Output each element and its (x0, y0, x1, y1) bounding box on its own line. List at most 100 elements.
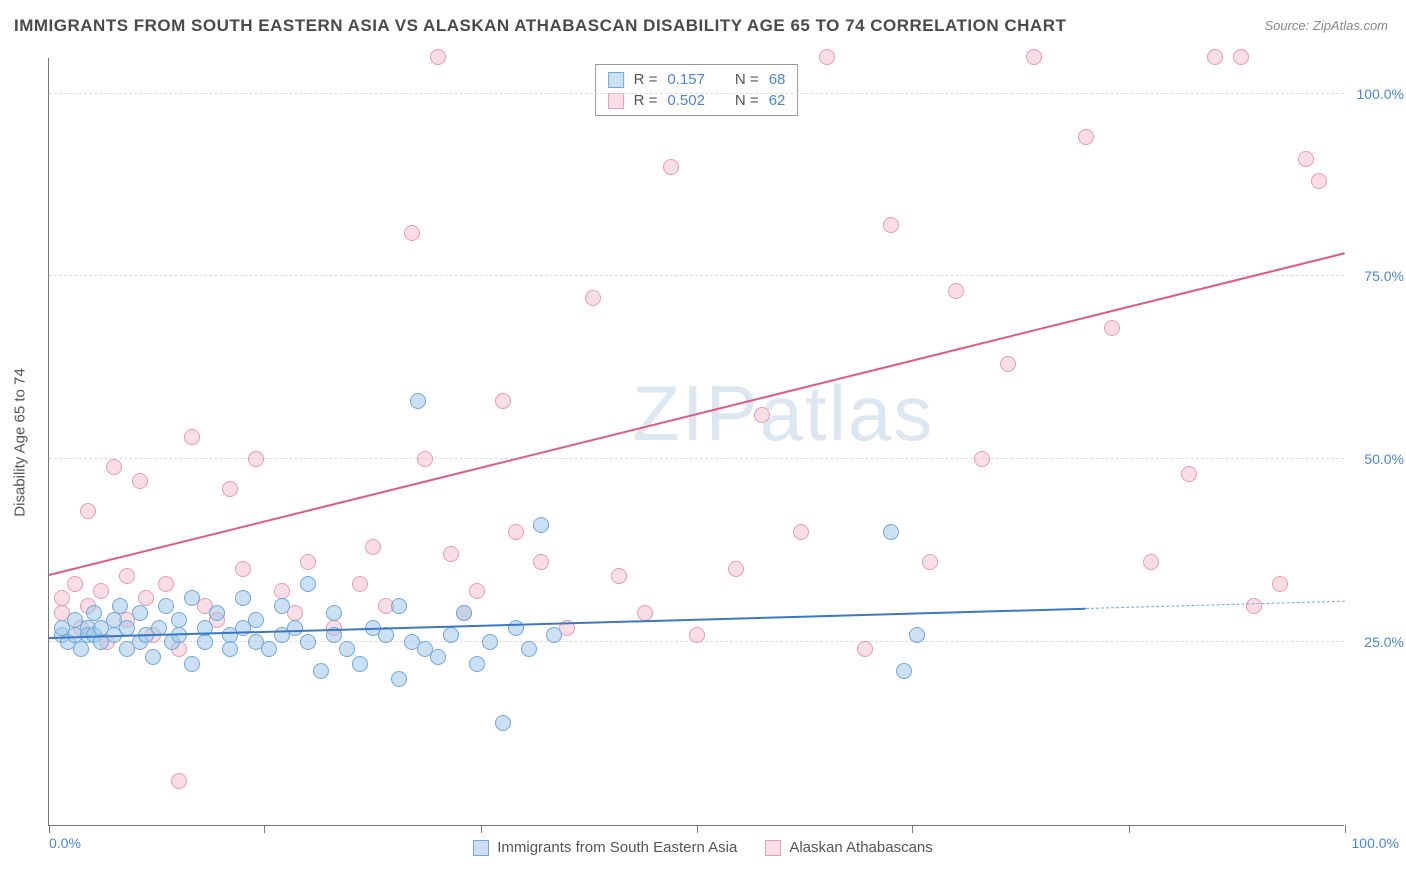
watermark: ZIPatlas (632, 368, 934, 459)
r-label: R = (634, 71, 658, 88)
scatter-point-series-b (274, 583, 290, 599)
scatter-point-series-b (248, 451, 264, 467)
scatter-point-series-b (611, 568, 627, 584)
scatter-point-series-b (857, 641, 873, 657)
scatter-point-series-a (300, 634, 316, 650)
scatter-point-series-b (106, 459, 122, 475)
scatter-point-series-a (132, 605, 148, 621)
scatter-point-series-b (119, 568, 135, 584)
scatter-point-series-b (689, 627, 705, 643)
scatter-point-series-b (585, 290, 601, 306)
scatter-point-series-b (80, 503, 96, 519)
scatter-point-series-b (1078, 129, 1094, 145)
scatter-point-series-a (261, 641, 277, 657)
scatter-point-series-a (469, 656, 485, 672)
scatter-point-series-a (287, 620, 303, 636)
scatter-point-series-a (456, 605, 472, 621)
scatter-point-series-a (313, 663, 329, 679)
scatter-point-series-b (138, 590, 154, 606)
scatter-point-series-b (883, 217, 899, 233)
y-tick-label: 50.0% (1364, 451, 1404, 467)
x-tick (264, 825, 265, 833)
y-tick-label: 75.0% (1364, 268, 1404, 284)
scatter-point-series-a (896, 663, 912, 679)
scatter-point-series-a (184, 656, 200, 672)
scatter-point-series-b (469, 583, 485, 599)
scatter-point-series-b (67, 576, 83, 592)
x-tick (697, 825, 698, 833)
scatter-point-series-b (430, 49, 446, 65)
r-value-b: 0.502 (667, 92, 705, 109)
scatter-point-series-a (184, 590, 200, 606)
scatter-point-series-b (404, 225, 420, 241)
gridline (49, 275, 1344, 276)
scatter-point-series-a (430, 649, 446, 665)
legend-item-series-b: Alaskan Athabascans (765, 839, 932, 856)
scatter-point-series-b (443, 546, 459, 562)
scatter-point-series-b (1233, 49, 1249, 65)
scatter-point-series-a (546, 627, 562, 643)
x-tick (1129, 825, 1130, 833)
legend-item-series-a: Immigrants from South Eastern Asia (473, 839, 737, 856)
scatter-point-series-b (1207, 49, 1223, 65)
scatter-point-series-b (222, 481, 238, 497)
scatter-point-series-a (391, 671, 407, 687)
scatter-point-series-a (326, 605, 342, 621)
scatter-point-series-a (274, 598, 290, 614)
scatter-point-series-a (86, 605, 102, 621)
scatter-point-series-b (1104, 320, 1120, 336)
scatter-point-series-a (443, 627, 459, 643)
y-tick-label: 25.0% (1364, 634, 1404, 650)
gridline (49, 93, 1344, 94)
scatter-point-series-a (209, 605, 225, 621)
scatter-point-series-a (482, 634, 498, 650)
scatter-point-series-b (158, 576, 174, 592)
scatter-point-series-b (508, 524, 524, 540)
scatter-point-series-a (909, 627, 925, 643)
y-axis-label-container: Disability Age 65 to 74 (10, 58, 30, 826)
scatter-point-series-b (663, 159, 679, 175)
scatter-point-series-b (637, 605, 653, 621)
scatter-point-series-a (533, 517, 549, 533)
scatter-point-series-b (235, 561, 251, 577)
n-value-a: 68 (769, 71, 786, 88)
scatter-point-series-b (1181, 466, 1197, 482)
stats-legend-box: R = 0.157 N = 68 R = 0.502 N = 62 (595, 64, 799, 116)
legend-label-a: Immigrants from South Eastern Asia (497, 839, 737, 856)
scatter-point-series-b (948, 283, 964, 299)
scatter-point-series-b (533, 554, 549, 570)
scatter-point-series-b (728, 561, 744, 577)
scatter-point-series-a (145, 649, 161, 665)
scatter-point-series-a (248, 612, 264, 628)
scatter-point-series-b (974, 451, 990, 467)
scatter-point-series-b (132, 473, 148, 489)
scatter-point-series-b (171, 773, 187, 789)
scatter-point-series-b (300, 554, 316, 570)
legend-label-b: Alaskan Athabascans (789, 839, 932, 856)
x-tick (49, 825, 50, 833)
scatter-point-series-b (495, 393, 511, 409)
scatter-point-series-b (819, 49, 835, 65)
scatter-point-series-a (158, 598, 174, 614)
scatter-point-series-a (352, 656, 368, 672)
x-tick (1345, 825, 1346, 833)
scatter-point-series-b (1311, 173, 1327, 189)
scatter-point-series-a (112, 598, 128, 614)
y-tick-label: 100.0% (1357, 86, 1404, 102)
scatter-point-series-b (1143, 554, 1159, 570)
scatter-point-series-a (119, 620, 135, 636)
gridline (49, 458, 1344, 459)
n-label: N = (735, 92, 759, 109)
scatter-point-series-b (793, 524, 809, 540)
scatter-point-series-a (521, 641, 537, 657)
source-label: Source: ZipAtlas.com (1264, 18, 1388, 33)
scatter-point-series-b (1026, 49, 1042, 65)
scatter-point-series-b (1000, 356, 1016, 372)
scatter-point-series-a (197, 634, 213, 650)
scatter-point-series-a (410, 393, 426, 409)
bottom-legend: Immigrants from South Eastern Asia Alask… (0, 839, 1406, 856)
stats-row-series-a: R = 0.157 N = 68 (608, 69, 786, 90)
scatter-point-series-a (222, 641, 238, 657)
scatter-point-series-a (883, 524, 899, 540)
n-label: N = (735, 71, 759, 88)
